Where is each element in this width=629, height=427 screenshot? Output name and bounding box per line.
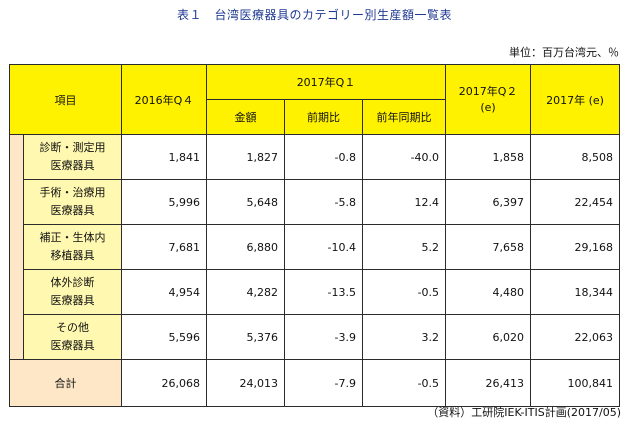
- table-row: その他 医療器具 5,596 5,376 -3.9 3.2 6,020 22,0…: [10, 314, 621, 360]
- table-row: 手術・治療用 医療器具 5,996 5,648 -5.8 12.4 6,397 …: [10, 179, 621, 225]
- table-title: 表１ 台湾医療器具のカテゴリー別生産額一覧表: [176, 8, 452, 22]
- cell-qoq: -10.4: [284, 224, 363, 270]
- total-label: 合計: [9, 359, 122, 407]
- row-label-line2: 医療器具: [50, 294, 95, 307]
- cell-amount: 4,282: [206, 269, 285, 315]
- cell-2017-q2: 4,480: [445, 269, 532, 315]
- row-label-line1: 手術・治療用: [39, 186, 106, 199]
- source-note: （資料）工研院IEK-ITIS計画(2017/05): [427, 406, 621, 419]
- header-2017-q2-line1: 2017年Q２: [458, 84, 518, 98]
- cell-amount: 6,880: [206, 224, 285, 270]
- total-row: 合計 26,068 24,013 -7.9 -0.5 26,413 100,84…: [9, 359, 621, 407]
- cell-2017-q2: 1,858: [445, 134, 532, 180]
- cell-2016-q4: 4,954: [121, 269, 207, 315]
- row-label-line2: 移植器具: [50, 249, 95, 262]
- total-yoy: -0.5: [361, 359, 447, 407]
- unit-note: 単位：百万台湾元、％: [509, 46, 619, 59]
- header-row-2: 金額 前期比 前年同期比: [10, 99, 620, 135]
- production-table: 項目 2016年Q４ 2017年Q１ 2017年Q２ (e) 2017年 (e)…: [9, 64, 621, 407]
- cell-yoy: -0.5: [361, 269, 447, 315]
- header-yoy: 前年同期比: [361, 99, 447, 135]
- cell-2017-q2: 6,020: [445, 314, 532, 360]
- table-row: 体外診断 医療器具 4,954 4,282 -13.5 -0.5 4,480 1…: [10, 269, 621, 315]
- header-item: 項目: [9, 64, 122, 135]
- total-2016-q4: 26,068: [121, 359, 207, 407]
- header-row-1: 項目 2016年Q４ 2017年Q１ 2017年Q２ (e) 2017年 (e): [9, 64, 621, 135]
- row-label-line1: 診断・測定用: [39, 141, 106, 154]
- header-2016-q4: 2016年Q４: [121, 64, 207, 135]
- cell-qoq: -3.9: [284, 314, 363, 360]
- cell-amount: 5,376: [206, 314, 285, 360]
- header-2017-q2-line2: (e): [480, 100, 496, 114]
- cell-2016-q4: 5,996: [121, 179, 207, 225]
- cell-2016-q4: 5,596: [121, 314, 207, 360]
- cell-yoy: 12.4: [361, 179, 447, 225]
- cell-qoq: -13.5: [284, 269, 363, 315]
- row-label: 補正・生体内 移植器具: [23, 224, 122, 270]
- cell-yoy: 5.2: [361, 224, 447, 270]
- row-label-line2: 医療器具: [50, 204, 95, 217]
- cell-yoy: -40.0: [361, 134, 447, 180]
- cell-2017-e: 29,168: [530, 224, 621, 270]
- row-label-line2: 医療器具: [50, 159, 95, 172]
- row-label: 手術・治療用 医療器具: [23, 179, 122, 225]
- row-label-line1: 体外診断: [50, 276, 95, 289]
- total-2017-e: 100,841: [530, 359, 621, 407]
- cell-2017-e: 22,454: [530, 179, 621, 225]
- row-label: その他 医療器具: [23, 314, 122, 360]
- cell-2016-q4: 1,841: [121, 134, 207, 180]
- category-strip: [9, 134, 24, 360]
- total-2017-q2: 26,413: [445, 359, 532, 407]
- cell-qoq: -5.8: [284, 179, 363, 225]
- header-2017-q1: 2017年Q１: [205, 64, 447, 100]
- header-qoq: 前期比: [284, 99, 363, 135]
- table-row: 診断・測定用 医療器具 1,841 1,827 -0.8 -40.0 1,858…: [9, 134, 621, 360]
- cell-qoq: -0.8: [284, 134, 363, 180]
- table-row: 補正・生体内 移植器具 7,681 6,880 -10.4 5.2 7,658 …: [10, 224, 621, 270]
- header-2017-q2: 2017年Q２ (e): [445, 64, 532, 135]
- row-label-line1: その他: [56, 321, 89, 334]
- total-qoq: -7.9: [284, 359, 363, 407]
- cell-amount: 1,827: [206, 134, 285, 180]
- cell-2017-e: 8,508: [530, 134, 621, 180]
- row-label: 体外診断 医療器具: [23, 269, 122, 315]
- header-amount: 金額: [206, 99, 285, 135]
- row-label-line2: 医療器具: [50, 339, 95, 352]
- cell-2017-q2: 6,397: [445, 179, 532, 225]
- cell-yoy: 3.2: [361, 314, 447, 360]
- row-label: 診断・測定用 医療器具: [23, 134, 122, 180]
- header-2017-e: 2017年 (e): [530, 64, 621, 135]
- total-amount: 24,013: [206, 359, 285, 407]
- cell-2016-q4: 7,681: [121, 224, 207, 270]
- cell-2017-e: 22,063: [530, 314, 621, 360]
- cell-2017-q2: 7,658: [445, 224, 532, 270]
- cell-amount: 5,648: [206, 179, 285, 225]
- row-label-line1: 補正・生体内: [39, 231, 106, 244]
- cell-2017-e: 18,344: [530, 269, 621, 315]
